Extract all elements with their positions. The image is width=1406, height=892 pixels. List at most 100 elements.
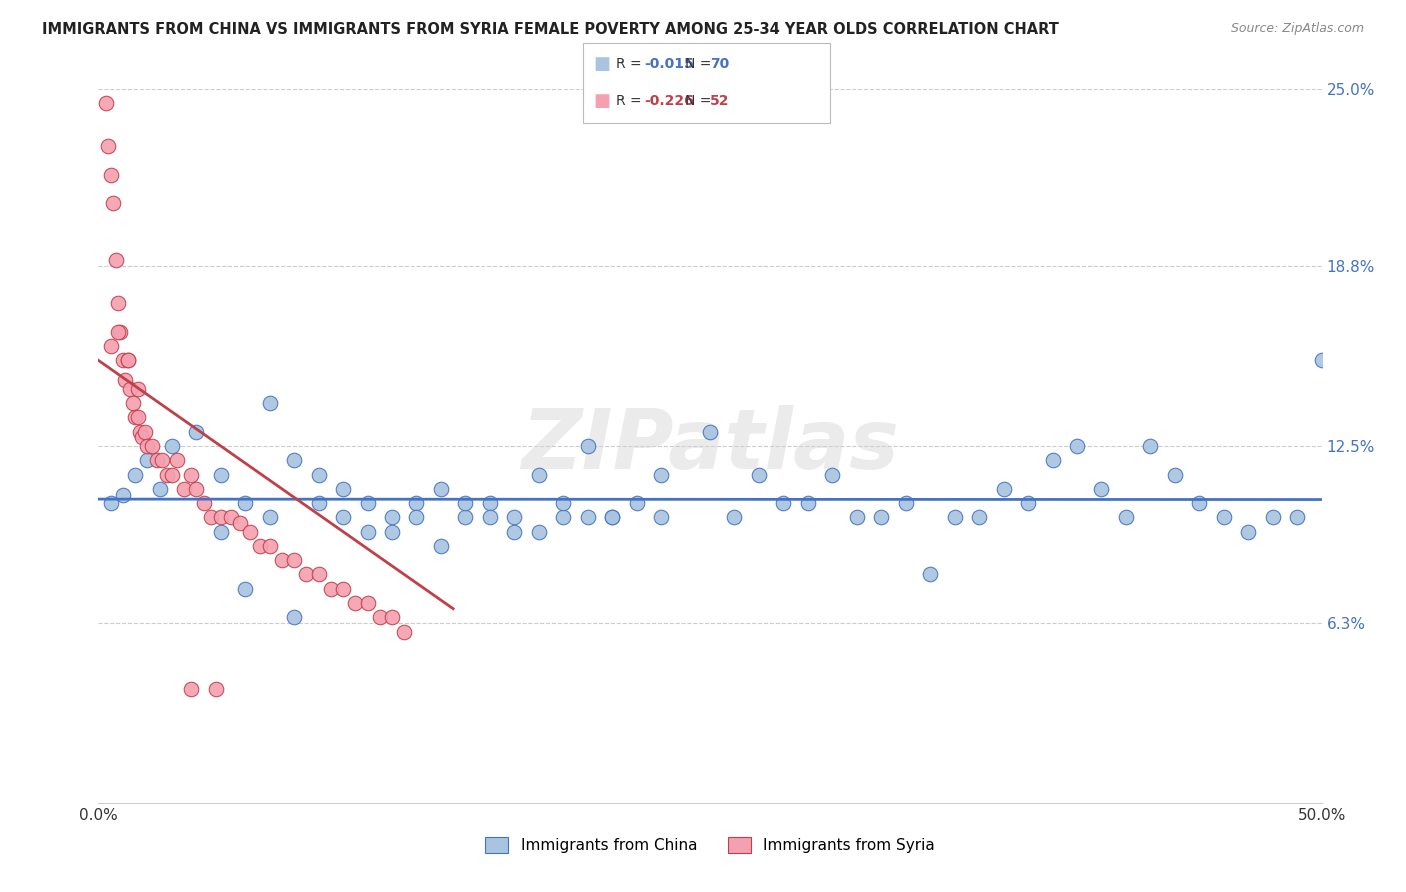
Point xyxy=(381,524,404,539)
Text: N =: N = xyxy=(685,95,716,109)
Point xyxy=(127,382,149,396)
Point xyxy=(993,482,1015,496)
Point xyxy=(124,410,146,425)
Point xyxy=(173,482,195,496)
Point xyxy=(186,425,208,439)
Point xyxy=(104,253,127,268)
Point xyxy=(821,467,844,482)
Point xyxy=(1212,510,1234,524)
Point xyxy=(283,610,305,624)
Point xyxy=(967,510,990,524)
Point xyxy=(229,516,252,530)
Point xyxy=(283,453,305,467)
Point xyxy=(1139,439,1161,453)
Point xyxy=(149,482,172,496)
Point xyxy=(146,453,169,467)
Point xyxy=(356,524,378,539)
Text: R =: R = xyxy=(616,57,645,71)
Point xyxy=(308,467,330,482)
Text: ■: ■ xyxy=(593,55,610,73)
Point xyxy=(129,425,152,439)
Point xyxy=(150,453,173,467)
Point xyxy=(344,596,367,610)
Point xyxy=(160,467,183,482)
Point xyxy=(1164,467,1187,482)
Text: 70: 70 xyxy=(710,57,730,71)
Point xyxy=(870,510,893,524)
Point xyxy=(368,610,391,624)
Point xyxy=(1188,496,1211,510)
Point xyxy=(332,482,354,496)
Point xyxy=(107,325,129,339)
Text: -0.015: -0.015 xyxy=(644,57,693,71)
Point xyxy=(553,510,575,524)
Point xyxy=(1042,453,1064,467)
Point xyxy=(259,396,281,410)
Point xyxy=(205,681,228,696)
Point xyxy=(110,325,132,339)
Point xyxy=(233,496,256,510)
Point xyxy=(332,582,354,596)
Point xyxy=(845,510,868,524)
Point xyxy=(699,425,721,439)
Point xyxy=(107,296,129,310)
Point xyxy=(270,553,294,567)
Point xyxy=(100,168,122,182)
Point xyxy=(920,567,942,582)
Point xyxy=(308,496,330,510)
Point xyxy=(100,496,122,510)
Point xyxy=(430,539,453,553)
Point xyxy=(117,353,139,368)
Point xyxy=(121,396,143,410)
Point xyxy=(405,510,427,524)
Point xyxy=(200,510,222,524)
Point xyxy=(319,582,342,596)
Point xyxy=(180,681,202,696)
Point xyxy=(503,524,526,539)
Point xyxy=(1066,439,1088,453)
Point xyxy=(478,496,501,510)
Point xyxy=(100,339,122,353)
Point xyxy=(576,439,599,453)
Point xyxy=(1017,496,1039,510)
Point xyxy=(259,539,281,553)
Text: ZIPatlas: ZIPatlas xyxy=(522,406,898,486)
Point xyxy=(127,410,149,425)
Point xyxy=(430,482,453,496)
Point xyxy=(160,439,183,453)
Point xyxy=(454,510,477,524)
Text: ■: ■ xyxy=(593,93,610,111)
Point xyxy=(650,510,672,524)
Point xyxy=(156,467,179,482)
Point xyxy=(503,510,526,524)
Point xyxy=(381,510,404,524)
Point xyxy=(356,496,378,510)
Point xyxy=(166,453,188,467)
Point xyxy=(283,553,305,567)
Point xyxy=(650,467,672,482)
Point xyxy=(894,496,917,510)
Point xyxy=(219,510,242,524)
Point xyxy=(120,382,142,396)
Point xyxy=(111,487,134,501)
Point xyxy=(478,510,501,524)
Text: Source: ZipAtlas.com: Source: ZipAtlas.com xyxy=(1230,22,1364,36)
Point xyxy=(626,496,648,510)
Point xyxy=(392,624,416,639)
Point xyxy=(239,524,262,539)
Point xyxy=(723,510,745,524)
Point xyxy=(1261,510,1284,524)
Point xyxy=(553,496,575,510)
Point xyxy=(295,567,318,582)
Point xyxy=(454,496,477,510)
Point xyxy=(124,467,146,482)
Point xyxy=(527,467,550,482)
Point xyxy=(249,539,271,553)
Point xyxy=(136,453,159,467)
Point xyxy=(1090,482,1112,496)
Point xyxy=(186,482,208,496)
Point xyxy=(209,467,232,482)
Point xyxy=(1286,510,1309,524)
Point xyxy=(381,610,404,624)
Point xyxy=(180,467,202,482)
